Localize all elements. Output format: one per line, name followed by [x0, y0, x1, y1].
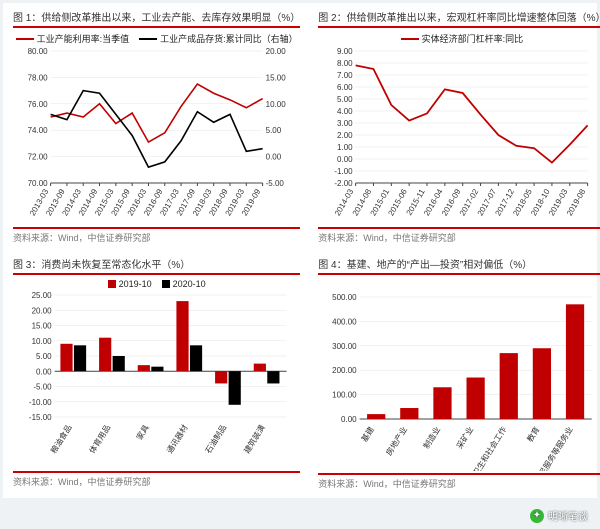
svg-text:10.00: 10.00	[266, 100, 287, 109]
svg-text:72.00: 72.00	[28, 153, 49, 162]
svg-text:6.00: 6.00	[337, 83, 353, 92]
panel-4-chart: 0.00 100.00 200.00 300.00 400.00 500.00 基建房地产业…	[318, 293, 600, 471]
svg-text:20.00: 20.00	[32, 306, 53, 315]
panel-1-title: 图 1：供给侧改革推出以来，工业去产能、去库存效果明显（%）	[13, 9, 300, 28]
svg-text:100.00: 100.00	[332, 391, 357, 400]
legend-label: 实体经济部门杠杆率:同比	[422, 32, 524, 45]
svg-text:400.00: 400.00	[332, 317, 357, 326]
svg-text:25.00: 25.00	[32, 291, 53, 300]
panel-4-legend	[318, 279, 600, 291]
svg-text:体育用品: 体育用品	[87, 423, 112, 455]
svg-text:500.00: 500.00	[332, 293, 357, 302]
legend-label: 工业产成品存货:累计同比（右轴）	[160, 32, 298, 45]
panel-2-source: 资料来源：Wind，中信证券研究部	[318, 227, 600, 244]
wechat-icon: ✦	[530, 509, 544, 523]
svg-text:76.00: 76.00	[28, 100, 49, 109]
svg-text:78.00: 78.00	[28, 73, 49, 82]
legend-swatch	[401, 38, 419, 40]
panel-1: 图 1：供给侧改革推出以来，工业去产能、去库存效果明显（%） 工业产能利用率:当…	[13, 9, 300, 244]
legend-label: 2020-10	[173, 279, 206, 289]
svg-text:15.00: 15.00	[32, 322, 53, 331]
panel-2-legend: 实体经济部门杠杆率:同比	[318, 32, 600, 45]
svg-text:70.00: 70.00	[28, 179, 49, 188]
watermark: ✦ 明晰笔谈	[530, 508, 588, 523]
svg-text:8.00: 8.00	[337, 59, 353, 68]
svg-text:-2.00: -2.00	[335, 179, 354, 188]
svg-text:15.00: 15.00	[266, 73, 287, 82]
svg-text:卫生和社会工作: 卫生和社会工作	[471, 425, 509, 471]
panel-3: 图 3：消费尚未恢复至常态化水平（%） 2019-10 2020-10 -15.…	[13, 256, 300, 490]
svg-text:教育: 教育	[525, 425, 542, 444]
svg-text:3.00: 3.00	[337, 119, 353, 128]
legend-swatch	[162, 280, 170, 288]
svg-text:0.00: 0.00	[337, 155, 353, 164]
svg-text:制造业: 制造业	[421, 425, 442, 451]
svg-text:家具: 家具	[134, 423, 151, 442]
svg-text:5.00: 5.00	[36, 352, 52, 361]
svg-text:-5.00: -5.00	[33, 383, 52, 392]
svg-text:5.00: 5.00	[266, 126, 282, 135]
legend-label: 工业产能利用率:当季值	[37, 32, 130, 45]
svg-text:采矿业: 采矿业	[454, 425, 475, 451]
panel-4-source: 资料来源：Wind，中信证券研究部	[318, 473, 600, 490]
panel-4-title: 图 4：基建、地产的“产出—投资”相对偏低（%）	[318, 256, 600, 275]
svg-text:9.00: 9.00	[337, 47, 353, 56]
svg-text:通讯器材: 通讯器材	[164, 423, 189, 455]
panel-2: 图 2：供给侧改革推出以来，宏观杠杆率同比增速整体回落（%） 实体经济部门杠杆率…	[318, 9, 600, 244]
panel-3-legend: 2019-10 2020-10	[13, 279, 300, 289]
svg-text:1.00: 1.00	[337, 143, 353, 152]
svg-text:0.00: 0.00	[341, 415, 357, 424]
svg-text:80.00: 80.00	[28, 47, 49, 56]
panel-3-title: 图 3：消费尚未恢复至常态化水平（%）	[13, 256, 300, 275]
svg-text:74.00: 74.00	[28, 126, 49, 135]
legend-label: 2019-10	[119, 279, 152, 289]
panel-3-source: 资料来源：Wind，中信证券研究部	[13, 471, 300, 488]
svg-text:0.00: 0.00	[36, 367, 52, 376]
legend-swatch	[108, 280, 116, 288]
svg-text:4.00: 4.00	[337, 107, 353, 116]
svg-text:7.00: 7.00	[337, 71, 353, 80]
svg-text:-15.00: -15.00	[29, 413, 52, 422]
svg-text:-1.00: -1.00	[335, 167, 354, 176]
panel-4: 图 4：基建、地产的“产出—投资”相对偏低（%） 0.00 100.00 200.0…	[318, 256, 600, 490]
svg-text:基建: 基建	[359, 425, 376, 444]
svg-text:2.00: 2.00	[337, 131, 353, 140]
panel-1-legend: 工业产能利用率:当季值 工业产成品存货:累计同比（右轴）	[13, 32, 300, 45]
svg-text:20.00: 20.00	[266, 47, 287, 56]
panel-2-title: 图 2：供给侧改革推出以来，宏观杠杆率同比增速整体回落（%）	[318, 9, 600, 28]
svg-text:房地产业: 房地产业	[384, 425, 409, 457]
svg-text:200.00: 200.00	[332, 366, 357, 375]
svg-text:-10.00: -10.00	[29, 398, 52, 407]
svg-text:5.00: 5.00	[337, 95, 353, 104]
panel-3-chart: -15.00 -10.00 -5.00 0.00 5.00 10.00 15.00 20.00…	[13, 291, 300, 469]
svg-text:石油制品: 石油制品	[203, 423, 228, 455]
svg-text:0.00: 0.00	[266, 153, 282, 162]
panel-2-chart: -2.00 -1.00 0.00 1.00 2.00 3.00 4.00 5.00 6.00 7.…	[318, 47, 600, 225]
legend-swatch	[139, 38, 157, 40]
watermark-text: 明晰笔谈	[548, 508, 588, 523]
legend-swatch	[16, 38, 34, 40]
svg-text:建筑装潢: 建筑装潢	[242, 423, 267, 455]
panel-1-source: 资料来源：Wind，中信证券研究部	[13, 227, 300, 244]
svg-text:-5.00: -5.00	[266, 179, 285, 188]
svg-text:10.00: 10.00	[32, 337, 53, 346]
panel-1-chart: 70.00 72.00 74.00 76.00 78.00 80.00 -5.00 0.00 5…	[13, 47, 300, 225]
svg-text:300.00: 300.00	[332, 342, 357, 351]
svg-text:粮油食品: 粮油食品	[48, 423, 73, 455]
